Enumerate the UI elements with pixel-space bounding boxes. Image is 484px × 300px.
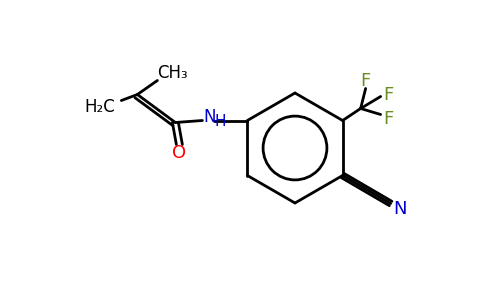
Text: F: F [383,110,394,128]
Text: CH₃: CH₃ [157,64,188,82]
Text: N: N [393,200,407,217]
Text: F: F [361,71,371,89]
Text: N: N [203,109,215,127]
Text: O: O [172,143,186,161]
Text: F: F [383,85,394,103]
Text: H₂C: H₂C [84,98,115,116]
Text: H: H [214,114,226,129]
